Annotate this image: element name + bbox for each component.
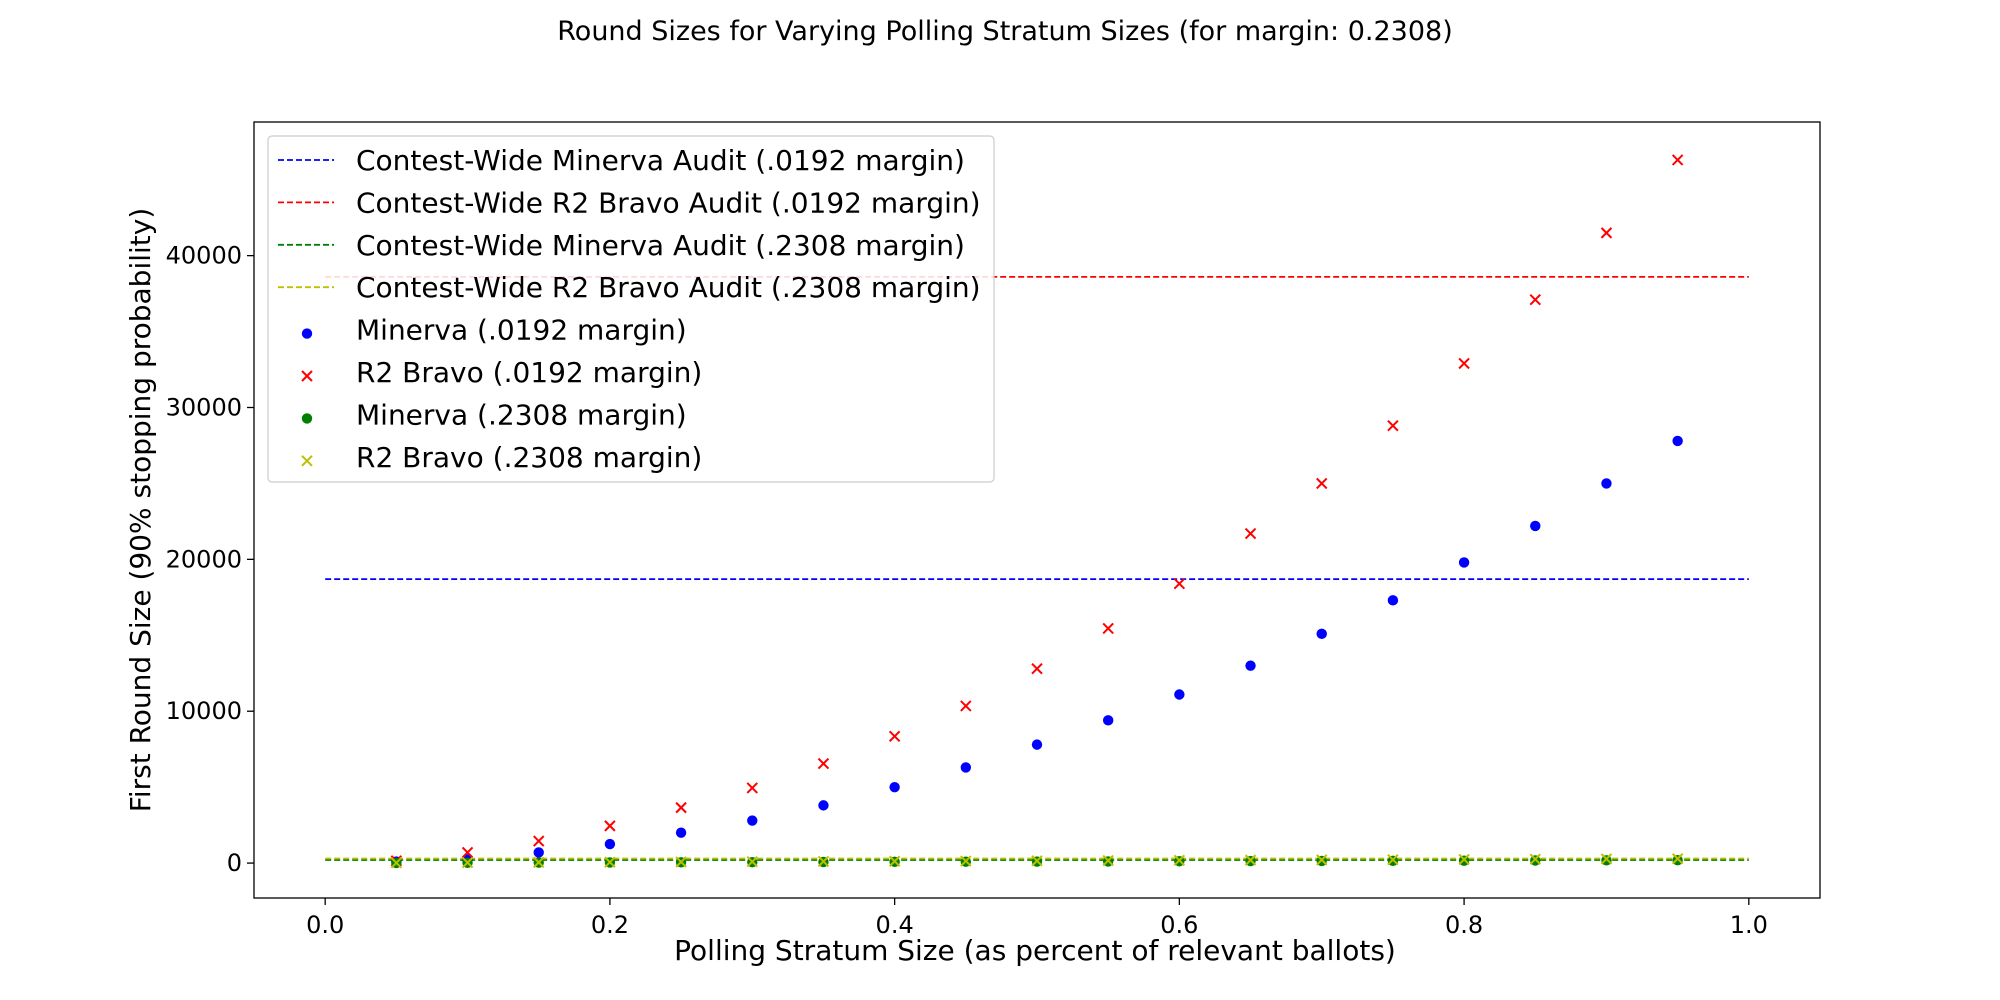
data-point: [960, 762, 972, 773]
data-point: [1671, 154, 1684, 166]
data-point: [747, 815, 758, 826]
series-4: [390, 853, 1684, 869]
legend-entry: Contest-Wide Minerva Audit (.2308 margin…: [278, 229, 965, 262]
data-point: [675, 827, 687, 838]
data-point: [1316, 628, 1327, 639]
legend-entry: R2 Bravo (.0192 margin): [301, 356, 702, 389]
legend-label: R2 Bravo (.2308 margin): [356, 441, 702, 474]
x-tick-label: 0.8: [1445, 911, 1483, 939]
data-point: [1102, 715, 1114, 726]
y-tick-label: 10000: [166, 697, 242, 725]
data-point: [1458, 557, 1470, 568]
y-tick-label: 40000: [166, 242, 242, 270]
legend-label: Minerva (.2308 margin): [356, 398, 687, 431]
data-point: [675, 801, 687, 814]
data-point: [1174, 689, 1185, 700]
x-tick-label: 0.4: [876, 911, 914, 939]
y-axis-label: First Round Size (90% stopping probabili…: [124, 208, 157, 813]
plot-area: [325, 154, 1749, 869]
legend-entry: Contest-Wide R2 Bravo Audit (.0192 margi…: [278, 186, 981, 219]
legend-label: Minerva (.0192 margin): [356, 314, 687, 347]
data-point: [604, 856, 616, 868]
x-tick-label: 0.0: [306, 911, 344, 939]
legend-label: Contest-Wide Minerva Audit (.0192 margin…: [356, 144, 965, 177]
legend-entry: Contest-Wide Minerva Audit (.0192 margin…: [278, 144, 965, 177]
axes: 0.0 0.2 0.4 0.6 0.8 1.0 0 10000 20000 30000 40000: [166, 242, 1768, 939]
data-point: [1672, 435, 1683, 447]
data-point: [1102, 622, 1114, 635]
data-point: [1173, 577, 1186, 590]
legend-marker-swatch: [301, 328, 313, 339]
series-2: [390, 154, 1684, 867]
data-point: [390, 857, 403, 869]
data-point: [746, 782, 758, 794]
data-point: [533, 835, 545, 847]
data-point: [1316, 854, 1328, 866]
data-point: [1387, 853, 1399, 866]
data-point: [888, 855, 901, 867]
data-point: [533, 847, 544, 858]
data-point: [1671, 853, 1684, 865]
data-point: [1244, 527, 1257, 540]
data-point: [960, 855, 972, 867]
data-point: [1031, 739, 1043, 750]
legend-label: Contest-Wide Minerva Audit (.2308 margin…: [356, 229, 965, 262]
legend-label: Contest-Wide R2 Bravo Audit (.0192 margi…: [356, 186, 981, 219]
data-point: [1672, 854, 1683, 866]
y-tick-label: 0: [227, 849, 242, 877]
data-point: [1529, 853, 1541, 865]
y-tick-label: 20000: [166, 545, 242, 573]
legend-marker-swatch: [301, 370, 313, 382]
legend-marker-swatch: [301, 413, 313, 424]
data-point: [1458, 357, 1470, 370]
data-point: [461, 856, 474, 869]
data-point: [1031, 855, 1043, 867]
chart-title: Round Sizes for Varying Polling Stratum …: [557, 16, 1452, 47]
data-point: [1600, 227, 1613, 239]
data-point: [1601, 478, 1612, 489]
data-point: [818, 800, 829, 811]
data-point: [889, 781, 900, 793]
data-point: [1244, 854, 1257, 866]
data-point: [675, 856, 687, 868]
data-point: [1316, 477, 1328, 490]
legend: Contest-Wide Minerva Audit (.0192 margin…: [267, 135, 995, 483]
legend-marker-swatch: [301, 455, 313, 467]
data-point: [817, 757, 830, 770]
y-tick-label: 30000: [166, 393, 242, 421]
data-point: [817, 855, 830, 868]
x-tick-label: 0.2: [591, 911, 629, 939]
data-point: [1387, 595, 1399, 606]
data-point: [1102, 854, 1114, 867]
data-point: [461, 846, 474, 859]
data-point: [960, 700, 972, 712]
legend-entry: Contest-Wide R2 Bravo Audit (.2308 margi…: [278, 271, 981, 304]
x-axis-label: Polling Stratum Size (as percent of rele…: [674, 934, 1396, 967]
data-point: [1458, 853, 1470, 866]
legend-entry: R2 Bravo (.2308 margin): [301, 441, 702, 474]
data-point: [533, 856, 545, 869]
data-point: [1173, 854, 1186, 867]
legend-box: [267, 135, 995, 483]
data-point: [1245, 660, 1256, 671]
data-point: [746, 855, 758, 868]
data-point: [1529, 293, 1541, 306]
data-point: [1600, 853, 1613, 865]
legend-entry: Minerva (.0192 margin): [301, 314, 687, 347]
x-tick-label: 1.0: [1730, 911, 1768, 939]
data-point: [888, 730, 901, 742]
data-point: [1031, 662, 1043, 675]
data-point: [604, 838, 616, 850]
legend-label: R2 Bravo (.0192 margin): [356, 356, 702, 389]
data-point: [1387, 420, 1399, 432]
legend-label: Contest-Wide R2 Bravo Audit (.2308 margi…: [356, 271, 981, 304]
legend-entry: Minerva (.2308 margin): [301, 398, 687, 431]
x-tick-label: 0.6: [1160, 911, 1198, 939]
series-1: [391, 435, 1683, 867]
data-point: [1530, 520, 1541, 532]
plot-frame: [253, 121, 1821, 899]
data-point: [604, 820, 616, 832]
